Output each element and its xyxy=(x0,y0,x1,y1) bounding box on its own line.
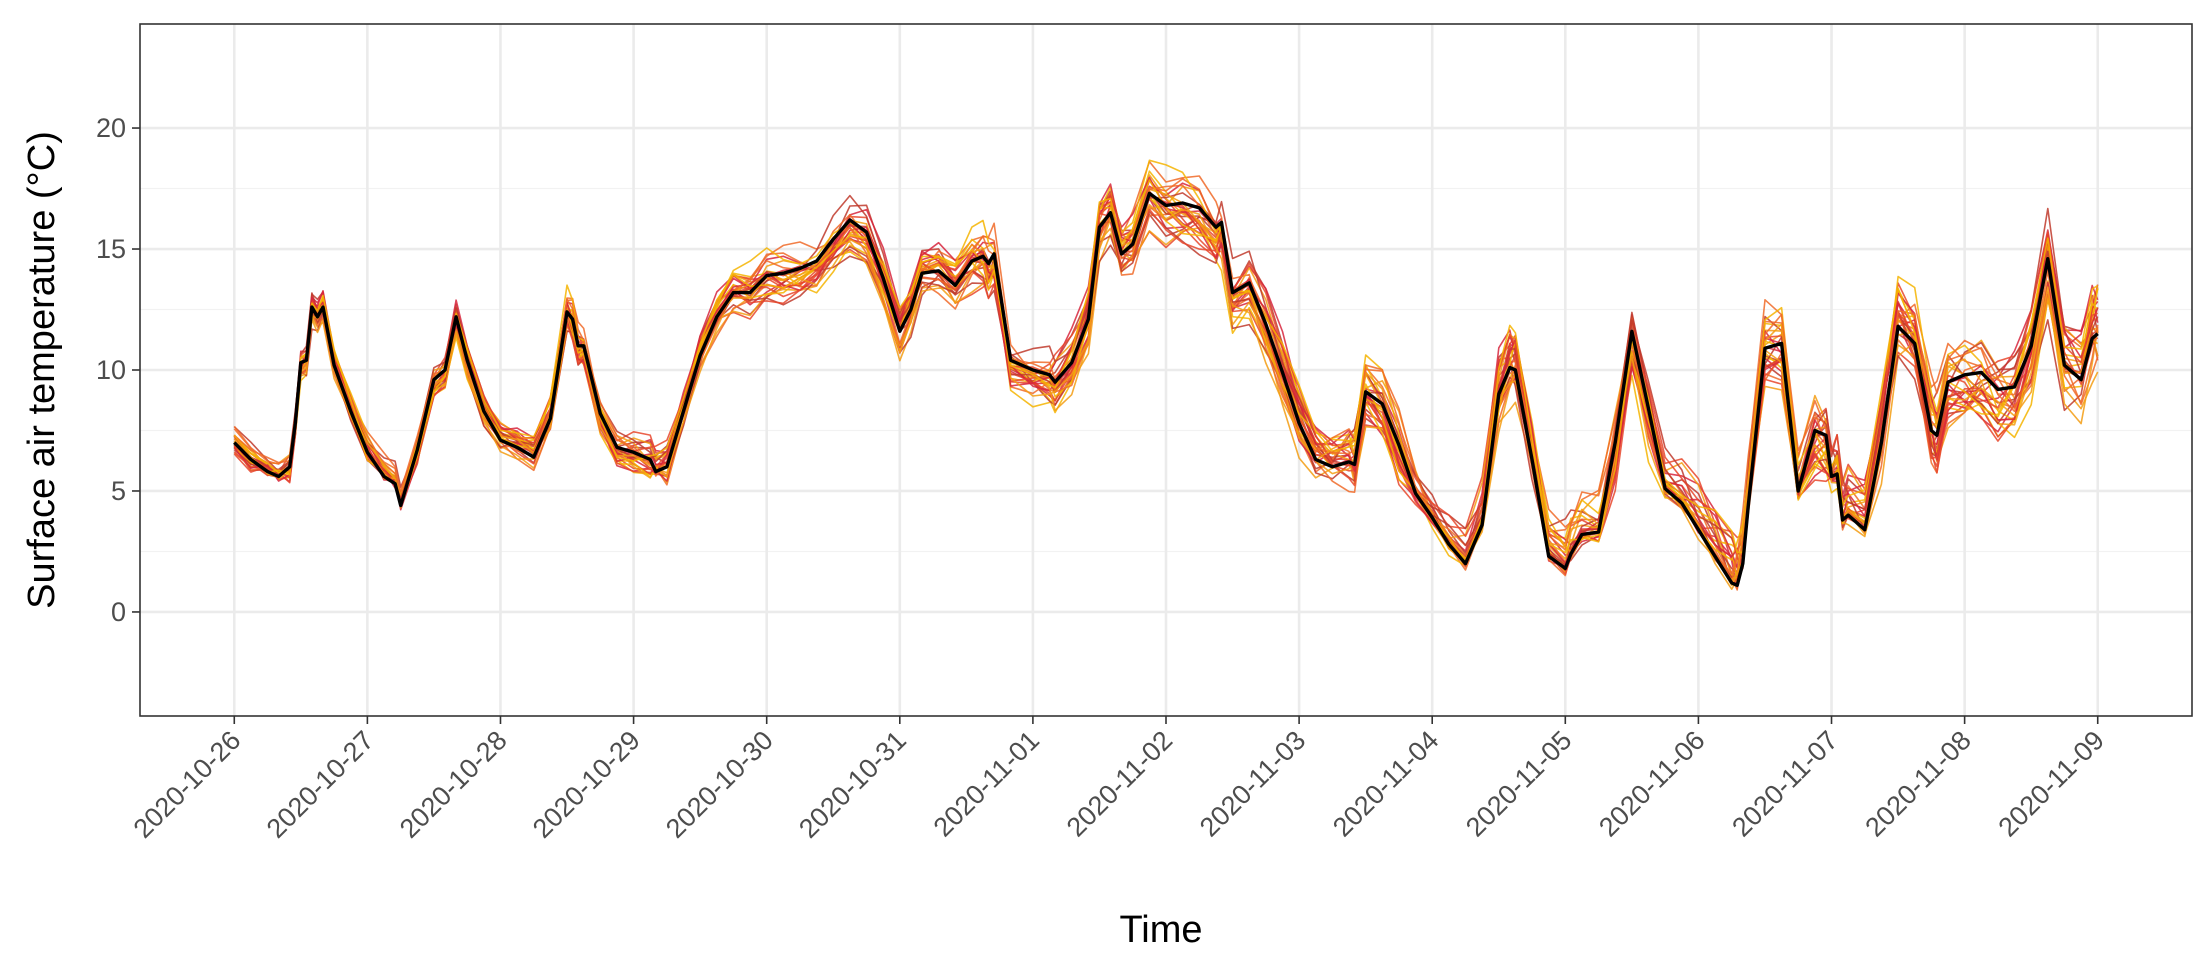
observed-line-group xyxy=(233,191,2099,587)
y-tick-label: 10 xyxy=(96,355,126,385)
ensemble-member-line xyxy=(233,179,2099,562)
x-tick-label: 2020-11-01 xyxy=(928,725,1045,842)
x-axis: 2020-10-26 2020-10-27 2020-10-28 2020-10-29… xyxy=(128,716,2110,844)
x-tick-label: 2020-11-03 xyxy=(1194,725,1311,842)
x-tick-label: 2020-11-06 xyxy=(1593,725,1710,842)
x-tick-label: 2020-10-28 xyxy=(394,725,513,844)
y-axis-title: Surface air temperature (°C) xyxy=(21,131,63,609)
x-tick-label: 2020-10-26 xyxy=(128,725,247,844)
x-axis-title: Time xyxy=(1119,909,1202,951)
x-tick-label: 2020-11-04 xyxy=(1327,725,1444,842)
x-tick-label: 2020-11-07 xyxy=(1726,725,1843,842)
y-tick-label: 0 xyxy=(111,597,126,627)
x-tick-label: 2020-10-27 xyxy=(261,725,380,844)
y-tick-label: 15 xyxy=(96,234,126,264)
y-tick-label: 20 xyxy=(96,113,126,143)
x-tick-label: 2020-10-29 xyxy=(527,725,646,844)
observed-line xyxy=(233,191,2099,587)
grid xyxy=(140,24,2192,716)
x-tick-label: 2020-11-02 xyxy=(1061,725,1178,842)
y-tick-label: 5 xyxy=(111,476,126,506)
x-tick-label: 2020-10-31 xyxy=(793,725,912,844)
x-tick-label: 2020-11-08 xyxy=(1859,725,1976,842)
x-tick-label: 2020-11-05 xyxy=(1460,725,1577,842)
y-axis: 0 5 10 15 20 xyxy=(96,113,140,627)
x-tick-label: 2020-11-09 xyxy=(1993,725,2110,842)
x-tick-label: 2020-10-30 xyxy=(660,725,779,844)
